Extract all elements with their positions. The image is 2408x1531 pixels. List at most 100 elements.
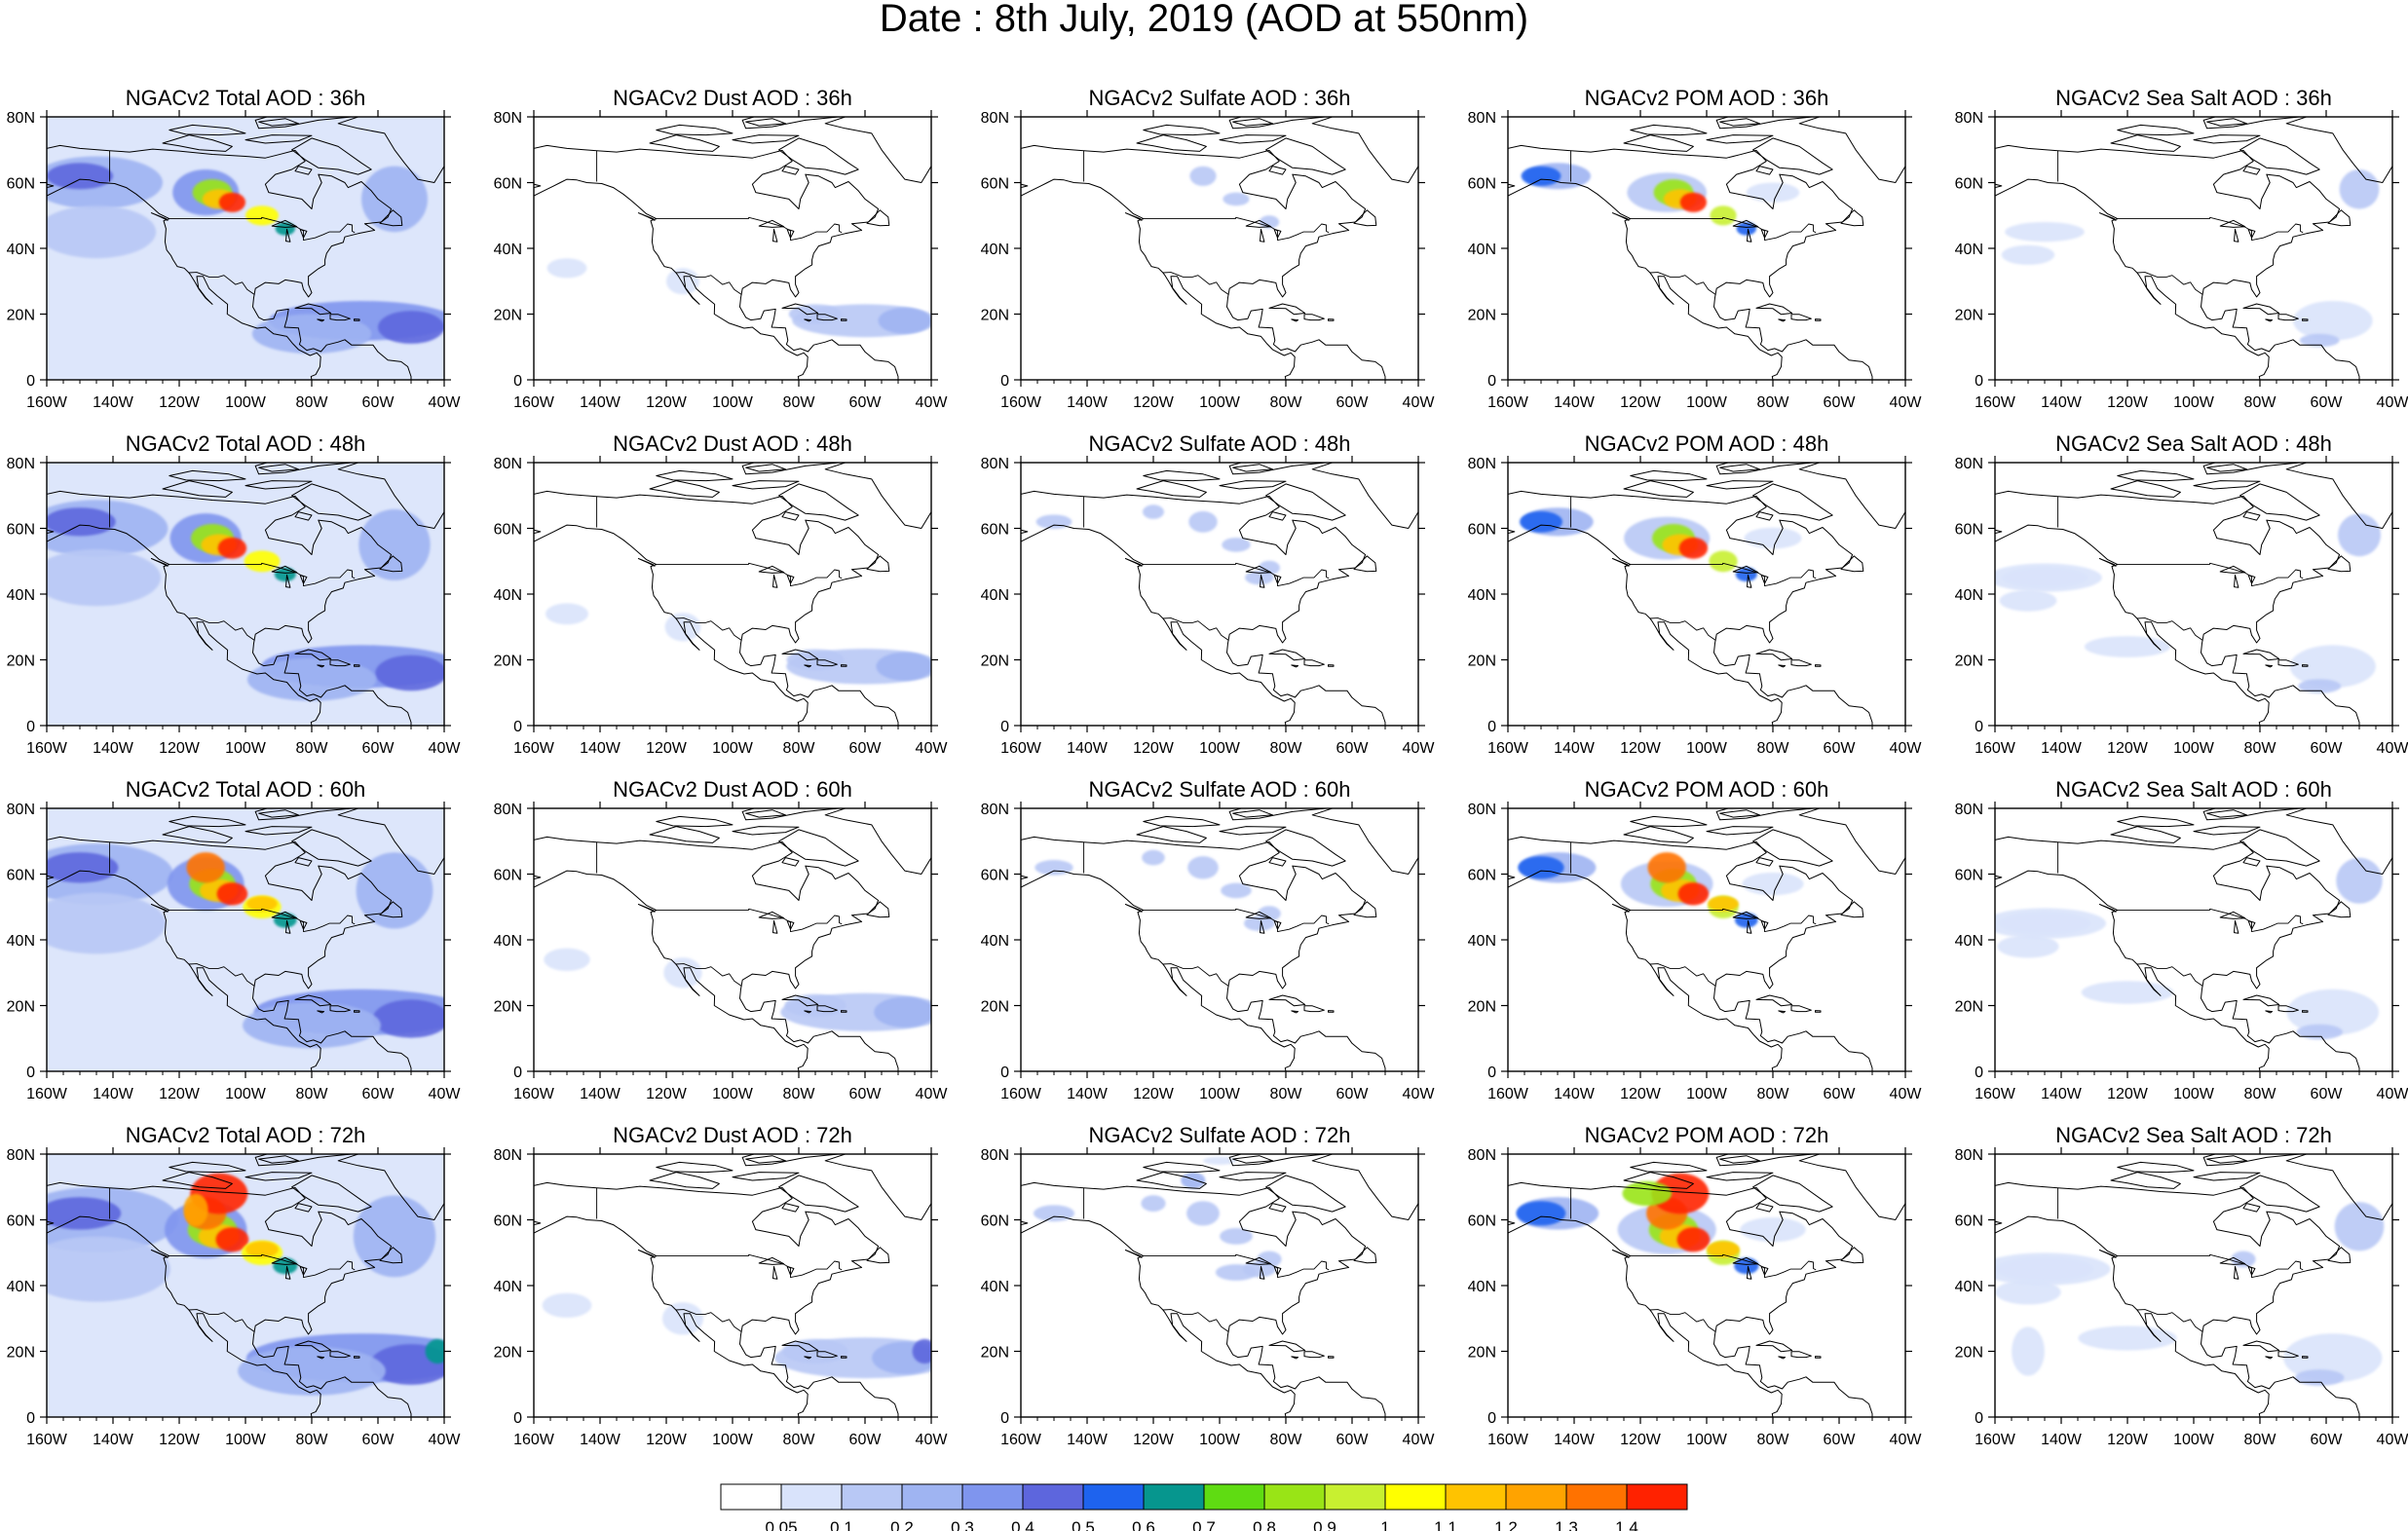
lake: [758, 219, 785, 228]
coastline: [1719, 809, 1760, 818]
coastline: [2202, 463, 2302, 475]
lon-tick-label: 60W: [362, 1432, 395, 1448]
lon-tick-label: 40W: [916, 1086, 949, 1102]
lon-tick-label: 140W: [1067, 740, 1109, 757]
coastline: [379, 1247, 403, 1264]
political-border: [656, 1253, 843, 1279]
coastline: [1790, 314, 1812, 321]
aod-patch: [245, 205, 279, 226]
coastline: [778, 483, 859, 521]
lat-tick-label: 60N: [981, 868, 1009, 884]
coastline: [2206, 118, 2247, 127]
coastline: [294, 1340, 332, 1353]
lat-tick-label: 0: [26, 719, 35, 735]
colorbar-label: 1: [1380, 1518, 1389, 1531]
lat-tick-label: 0: [1975, 1410, 1983, 1427]
aod-patch: [1220, 1228, 1253, 1245]
coastline: [47, 1181, 412, 1417]
coastline: [2242, 1340, 2280, 1353]
coastline: [2277, 1351, 2299, 1359]
aod-patch: [1995, 1252, 2111, 1286]
lon-tick-label: 80W: [2244, 394, 2277, 411]
coastline: [254, 463, 354, 475]
aod-patch: [2286, 989, 2380, 1035]
coastline: [1778, 1356, 1787, 1360]
aod-patch: [2299, 333, 2340, 348]
panel-title: NGACv2 Sulfate AOD : 72h: [1088, 1123, 1350, 1147]
lon-tick-label: 100W: [1686, 740, 1728, 757]
aod-patch: [1709, 550, 1738, 573]
lon-tick-label: 100W: [2173, 1432, 2215, 1448]
coastline: [2202, 1154, 2302, 1167]
aod-patch: [1215, 1264, 1258, 1281]
aod-patch: [425, 1338, 444, 1364]
lat-tick-label: 20N: [7, 999, 35, 1016]
aod-patch: [273, 1257, 298, 1275]
lat-tick-label: 40N: [494, 1279, 522, 1295]
lon-tick-label: 80W: [1757, 1086, 1790, 1102]
coastline: [656, 1161, 734, 1174]
coastline: [1219, 1172, 1287, 1181]
lake: [285, 1265, 291, 1280]
coastline: [150, 558, 169, 567]
coastline: [2110, 134, 2181, 152]
coastline: [781, 857, 800, 867]
map-panel-sulfate-60h: NGACv2 Sulfate AOD : 60h 160W 140W 120W 100W…: [981, 777, 1436, 1102]
coastlines: [1995, 463, 2392, 726]
coastline: [816, 1351, 838, 1359]
lon-tick-label: 140W: [580, 1086, 621, 1102]
lake: [1273, 228, 1282, 239]
coastline: [778, 1175, 859, 1213]
lat-tick-label: 20N: [981, 308, 1009, 324]
lon-tick-label: 60W: [1824, 1432, 1857, 1448]
lon-tick-label: 120W: [2107, 394, 2149, 411]
political-border: [1649, 1309, 1716, 1332]
lon-tick-label: 160W: [1975, 1432, 2016, 1448]
lat-tick-label: 20N: [1955, 999, 1983, 1016]
lat-tick-label: 20N: [981, 653, 1009, 670]
lon-tick-label: 120W: [646, 1086, 688, 1102]
political-border: [1649, 272, 1716, 295]
aod-patch: [361, 166, 428, 233]
lon-tick-label: 60W: [1336, 740, 1370, 757]
coastline: [2202, 808, 2302, 821]
coastline: [778, 829, 859, 867]
panel-title: NGACv2 Sea Salt AOD : 60h: [2055, 777, 2332, 802]
political-border: [2136, 272, 2203, 295]
lon-tick-label: 40W: [1403, 1432, 1436, 1448]
coastline: [329, 659, 351, 667]
coastline: [804, 1010, 812, 1014]
aod-patch: [1679, 192, 1707, 212]
coastline: [1265, 483, 1346, 521]
coastline: [824, 117, 931, 183]
aod-patch: [2289, 645, 2376, 689]
aod-patch: [1746, 182, 1800, 203]
political-border: [1630, 1253, 1817, 1279]
lon-tick-label: 40W: [2377, 1432, 2408, 1448]
lon-tick-label: 120W: [646, 394, 688, 411]
coastline: [1611, 558, 1630, 567]
coastline: [745, 1155, 786, 1164]
aod-patch: [2231, 1251, 2256, 1268]
coastline: [1268, 511, 1287, 521]
coastline: [781, 303, 819, 316]
political-border: [169, 1253, 356, 1279]
coastline: [1508, 836, 1873, 1071]
coastline: [1291, 664, 1299, 668]
lon-tick-label: 100W: [1199, 1432, 1241, 1448]
lon-tick-label: 100W: [712, 394, 754, 411]
aod-patch: [1999, 589, 2057, 612]
lon-tick-label: 100W: [225, 394, 267, 411]
coastline: [2242, 303, 2280, 316]
coastline: [1303, 314, 1325, 321]
lon-tick-label: 140W: [580, 740, 621, 757]
lake: [1760, 1265, 1769, 1276]
coastline: [1508, 1181, 1873, 1417]
lat-tick-label: 20N: [1468, 308, 1496, 324]
coastline: [2193, 480, 2261, 490]
coastline: [1752, 483, 1833, 521]
lat-tick-label: 60N: [1955, 522, 1983, 539]
coastline: [354, 1356, 360, 1359]
lat-tick-label: 0: [1975, 373, 1983, 390]
lon-tick-label: 100W: [1686, 1432, 1728, 1448]
